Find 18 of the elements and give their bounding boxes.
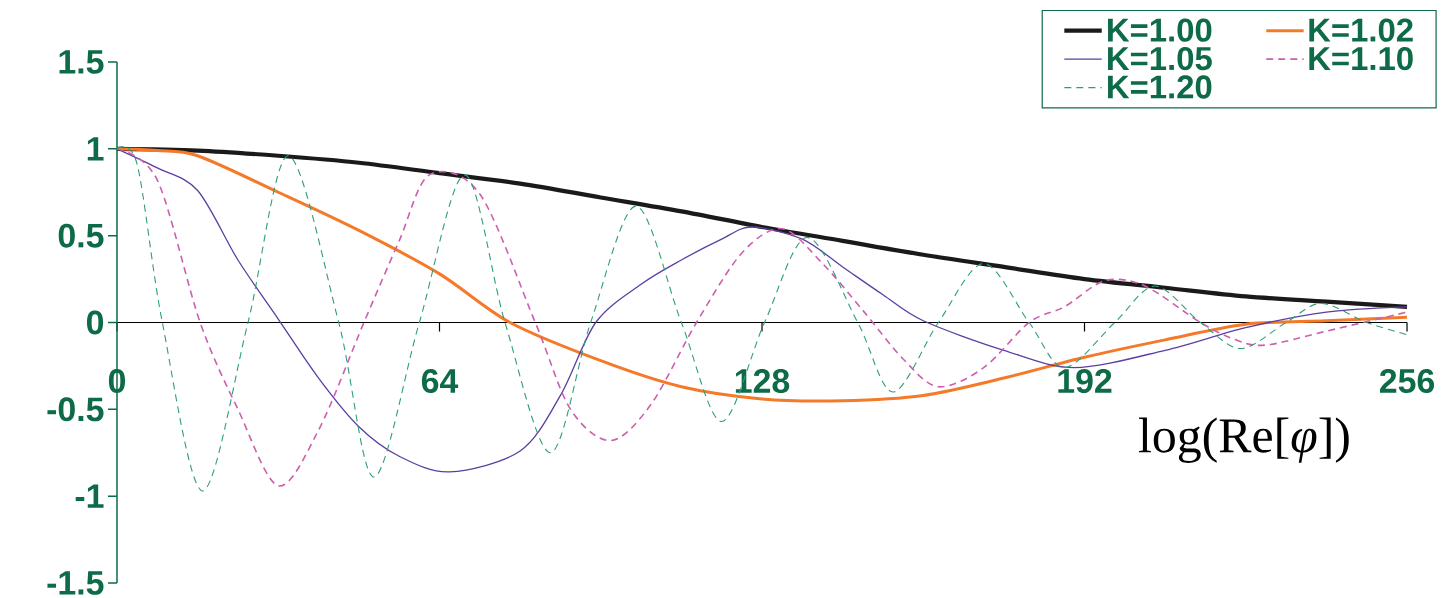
y-tick-label: -1 — [75, 484, 104, 508]
x-tick-label: 256 — [1379, 369, 1435, 393]
x-tick-label: 128 — [735, 369, 790, 393]
y-tick-label: -0.5 — [47, 397, 104, 422]
line-series — [114, 146, 1410, 309]
legend-label: K=1.10 — [1309, 46, 1413, 71]
legend-label: K=1.05 — [1108, 46, 1212, 71]
x-tick-label: 64 — [421, 369, 459, 393]
legend-label: K=1.00 — [1108, 18, 1212, 42]
x-axis-title: log(Re[φ]) — [1139, 417, 1349, 463]
y-tick-label: 0.5 — [58, 223, 104, 248]
legend-label: K=1.02 — [1309, 18, 1413, 42]
y-tick-label: 1.5 — [59, 50, 104, 74]
x-tick-label: 192 — [1058, 369, 1112, 393]
legend-label: K=1.20 — [1108, 75, 1212, 99]
y-tick-label: -1.5 — [47, 571, 104, 595]
y-tick-label: 1 — [87, 137, 104, 161]
y-tick-label: 0 — [86, 310, 104, 335]
